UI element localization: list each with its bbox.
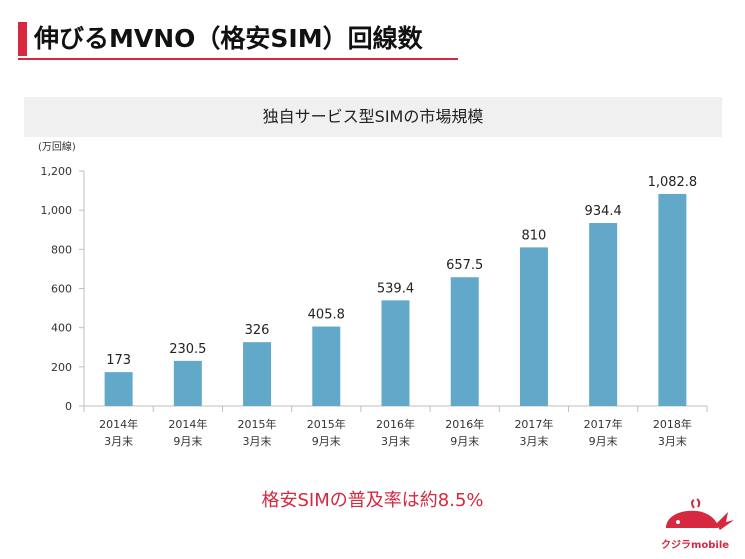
bar-series <box>104 193 687 406</box>
bar <box>173 360 202 406</box>
penetration-rate-note: 格安SIMの普及率は約8.5% <box>261 490 484 511</box>
brand-logo: クジラmobile <box>652 498 738 551</box>
bar <box>658 193 687 406</box>
bar <box>589 223 618 406</box>
x-tick-label-year: 2014年 <box>168 417 207 431</box>
data-label: 230.5 <box>169 342 206 357</box>
y-tick-label: 200 <box>51 361 72 374</box>
x-tick-label-year: 2017年 <box>514 417 553 431</box>
y-tick-label: 600 <box>51 283 72 296</box>
y-tick-label: 400 <box>51 322 72 335</box>
data-label: 405.8 <box>308 308 345 323</box>
x-tick-label-month: 3月末 <box>243 434 272 448</box>
data-label: 173 <box>106 353 131 368</box>
x-tick-label-month: 9月末 <box>173 434 202 448</box>
bar <box>104 372 133 406</box>
y-tick-label: 1,200 <box>41 165 73 178</box>
brand-name: クジラmobile <box>660 540 730 551</box>
data-label: 326 <box>245 323 270 338</box>
x-tick-label-month: 9月末 <box>450 434 479 448</box>
x-tick-label-year: 2015年 <box>238 417 277 431</box>
x-axis <box>83 405 708 412</box>
x-tick-label-month: 3月末 <box>519 434 548 448</box>
x-tick-label-year: 2017年 <box>584 417 623 431</box>
page-header: 伸びるMVNO（格安SIM）回線数 <box>18 20 458 60</box>
y-axis: (万回線) 0 200 400 600 800 1,000 1,200 <box>38 140 85 413</box>
x-tick-label-month: 3月末 <box>104 434 133 448</box>
y-tick-label: 0 <box>65 400 72 413</box>
page-title: 伸びるMVNO（格安SIM）回線数 <box>34 24 423 53</box>
data-labels: 173 230.5 326 405.8 539.4 657.5 810 934.4 1,082.… <box>106 175 697 368</box>
bar <box>519 247 548 406</box>
chart-title-band: 独自サービス型SIMの市場規模 <box>24 97 722 137</box>
bar <box>381 300 410 406</box>
data-label: 539.4 <box>377 281 414 296</box>
x-tick-label-month: 9月末 <box>312 434 341 448</box>
x-tick-label-year: 2015年 <box>307 417 346 431</box>
x-tick-label-year: 2016年 <box>445 417 484 431</box>
data-label: 810 <box>522 228 547 243</box>
y-axis-title: (万回線) <box>38 140 76 153</box>
bar <box>243 342 272 406</box>
bar <box>312 326 341 406</box>
x-tick-label-year: 2018年 <box>653 417 692 431</box>
header-accent-bar <box>18 22 27 56</box>
data-label: 657.5 <box>446 258 483 273</box>
x-tick-label-year: 2014年 <box>99 417 138 431</box>
y-tick-label: 800 <box>51 243 72 256</box>
y-tick-label: 1,000 <box>41 204 73 217</box>
data-label: 934.4 <box>585 204 622 219</box>
x-tick-label-year: 2016年 <box>376 417 415 431</box>
whale-icon <box>666 498 734 530</box>
data-label: 1,082.8 <box>648 175 698 190</box>
x-tick-label-month: 3月末 <box>381 434 410 448</box>
x-tick-label-month: 3月末 <box>658 434 687 448</box>
x-tick-label-month: 9月末 <box>589 434 618 448</box>
header-underline <box>18 58 458 60</box>
bar <box>450 277 479 406</box>
x-tick-labels: 2014年 3月末 2014年 9月末 2015年 3月末 2015年 9月末 2016年 3月末… <box>99 417 692 448</box>
chart-title: 独自サービス型SIMの市場規模 <box>262 107 484 126</box>
